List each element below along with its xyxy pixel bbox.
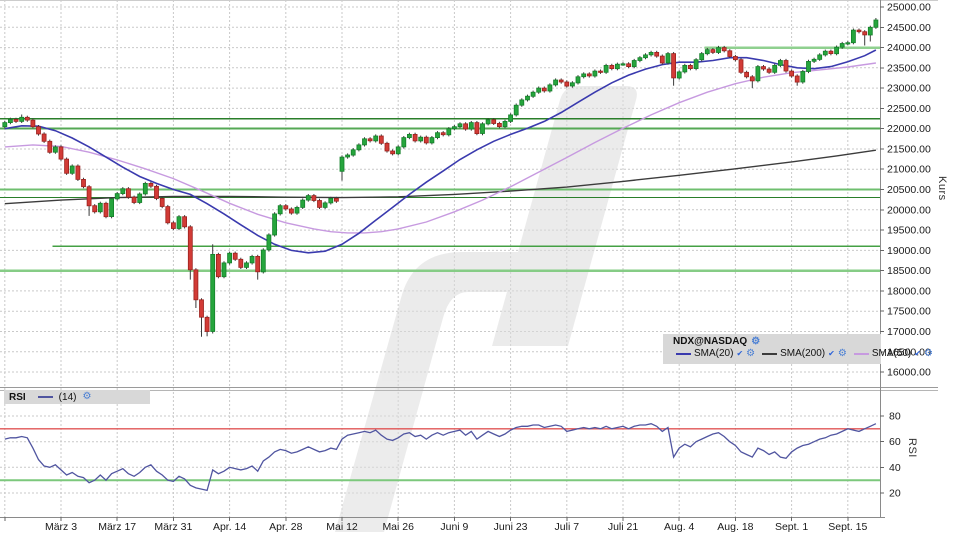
svg-text:19000.00: 19000.00: [887, 245, 931, 257]
svg-text:18500.00: 18500.00: [887, 265, 931, 277]
svg-text:16000.00: 16000.00: [887, 367, 931, 379]
candles-layer: [2, 18, 879, 337]
svg-text:60: 60: [889, 436, 901, 448]
svg-text:Aug. 4: Aug. 4: [664, 521, 695, 533]
sma50-checkbox[interactable]: ✔: [914, 348, 921, 358]
rsi-axis-labels: 20 40 60 80: [889, 411, 901, 500]
svg-text:25000.00: 25000.00: [887, 2, 931, 14]
svg-text:23000.00: 23000.00: [887, 83, 931, 95]
rsi-legend: RSI (14) ⚙: [4, 390, 150, 404]
svg-text:Juni 9: Juni 9: [440, 521, 468, 533]
sma200-swatch: [762, 352, 778, 355]
sma20-label: SMA(20): [694, 348, 734, 359]
svg-text:22500.00: 22500.00: [887, 103, 931, 115]
rsi-gear-icon[interactable]: ⚙: [82, 391, 92, 402]
price-legend: NDX@NASDAQ ⚙ SMA(20) ✔ ⚙ SMA(200) ✔ ⚙ SM…: [663, 334, 933, 364]
sma20-swatch: [676, 352, 691, 355]
svg-text:21000.00: 21000.00: [887, 164, 931, 176]
sma20-gear-icon[interactable]: ⚙: [746, 347, 756, 359]
sma50-line: [4, 62, 876, 234]
svg-text:Juli 21: Juli 21: [608, 521, 639, 533]
sma20-line: [4, 49, 877, 254]
svg-text:Mai 26: Mai 26: [382, 521, 414, 533]
sma50-gear-icon[interactable]: ⚙: [923, 347, 933, 359]
sma50-label: SMA(50): [871, 348, 912, 359]
rsi-period-label: (14): [58, 391, 77, 403]
axes-layer: [0, 0, 938, 521]
date-axis-labels: März 3 März 17 März 31 Apr. 14 Apr. 28 Mai 12…: [45, 521, 868, 533]
svg-text:18000.00: 18000.00: [887, 285, 931, 297]
svg-text:16500.00: 16500.00: [887, 346, 931, 358]
svg-text:23500.00: 23500.00: [887, 62, 931, 74]
svg-text:20500.00: 20500.00: [887, 184, 931, 196]
svg-text:24500.00: 24500.00: [887, 22, 931, 34]
svg-text:80: 80: [889, 411, 901, 423]
svg-text:Apr. 28: Apr. 28: [269, 521, 302, 533]
sma200-checkbox[interactable]: ✔: [828, 348, 835, 358]
svg-text:17000.00: 17000.00: [887, 326, 931, 338]
rsi-swatch: [37, 396, 53, 398]
svg-text:17500.00: 17500.00: [887, 306, 931, 318]
rsi-line: [4, 423, 877, 492]
svg-text:März 3: März 3: [45, 521, 77, 533]
svg-text:Juli 7: Juli 7: [555, 521, 580, 533]
svg-text:20000.00: 20000.00: [887, 204, 931, 216]
svg-text:22000.00: 22000.00: [887, 123, 931, 135]
svg-text:21500.00: 21500.00: [887, 144, 931, 156]
svg-text:Mai 12: Mai 12: [326, 521, 358, 533]
svg-text:Aug. 18: Aug. 18: [717, 521, 753, 533]
svg-text:20: 20: [889, 488, 901, 500]
svg-text:März 31: März 31: [154, 521, 192, 533]
sma200-label: SMA(200): [780, 348, 826, 359]
sma200-gear-icon[interactable]: ⚙: [837, 347, 847, 359]
instrument-label: NDX@NASDAQ: [673, 336, 748, 347]
price-axis-labels: 16000.00 16500.00 17000.00 17500.00 18000.00…: [887, 2, 931, 379]
sma200-line: [4, 149, 877, 205]
svg-text:Juni 23: Juni 23: [494, 521, 528, 533]
svg-text:19500.00: 19500.00: [887, 225, 931, 237]
watermark: [335, 86, 637, 532]
rsi-legend-title: RSI: [9, 391, 26, 403]
svg-text:Sept. 1: Sept. 1: [775, 521, 808, 533]
price-axis-title: Kurs: [936, 176, 948, 201]
svg-text:24000.00: 24000.00: [887, 42, 931, 54]
rsi-axis-title: RSI: [906, 438, 918, 458]
svg-text:Sept. 15: Sept. 15: [828, 521, 867, 533]
svg-text:40: 40: [889, 462, 901, 474]
instrument-settings-gear-icon[interactable]: ⚙: [751, 335, 761, 347]
svg-text:März 17: März 17: [98, 521, 136, 533]
svg-text:Apr. 14: Apr. 14: [213, 521, 246, 533]
sma50-swatch: [853, 352, 869, 355]
sma20-checkbox[interactable]: ✔: [736, 348, 744, 358]
